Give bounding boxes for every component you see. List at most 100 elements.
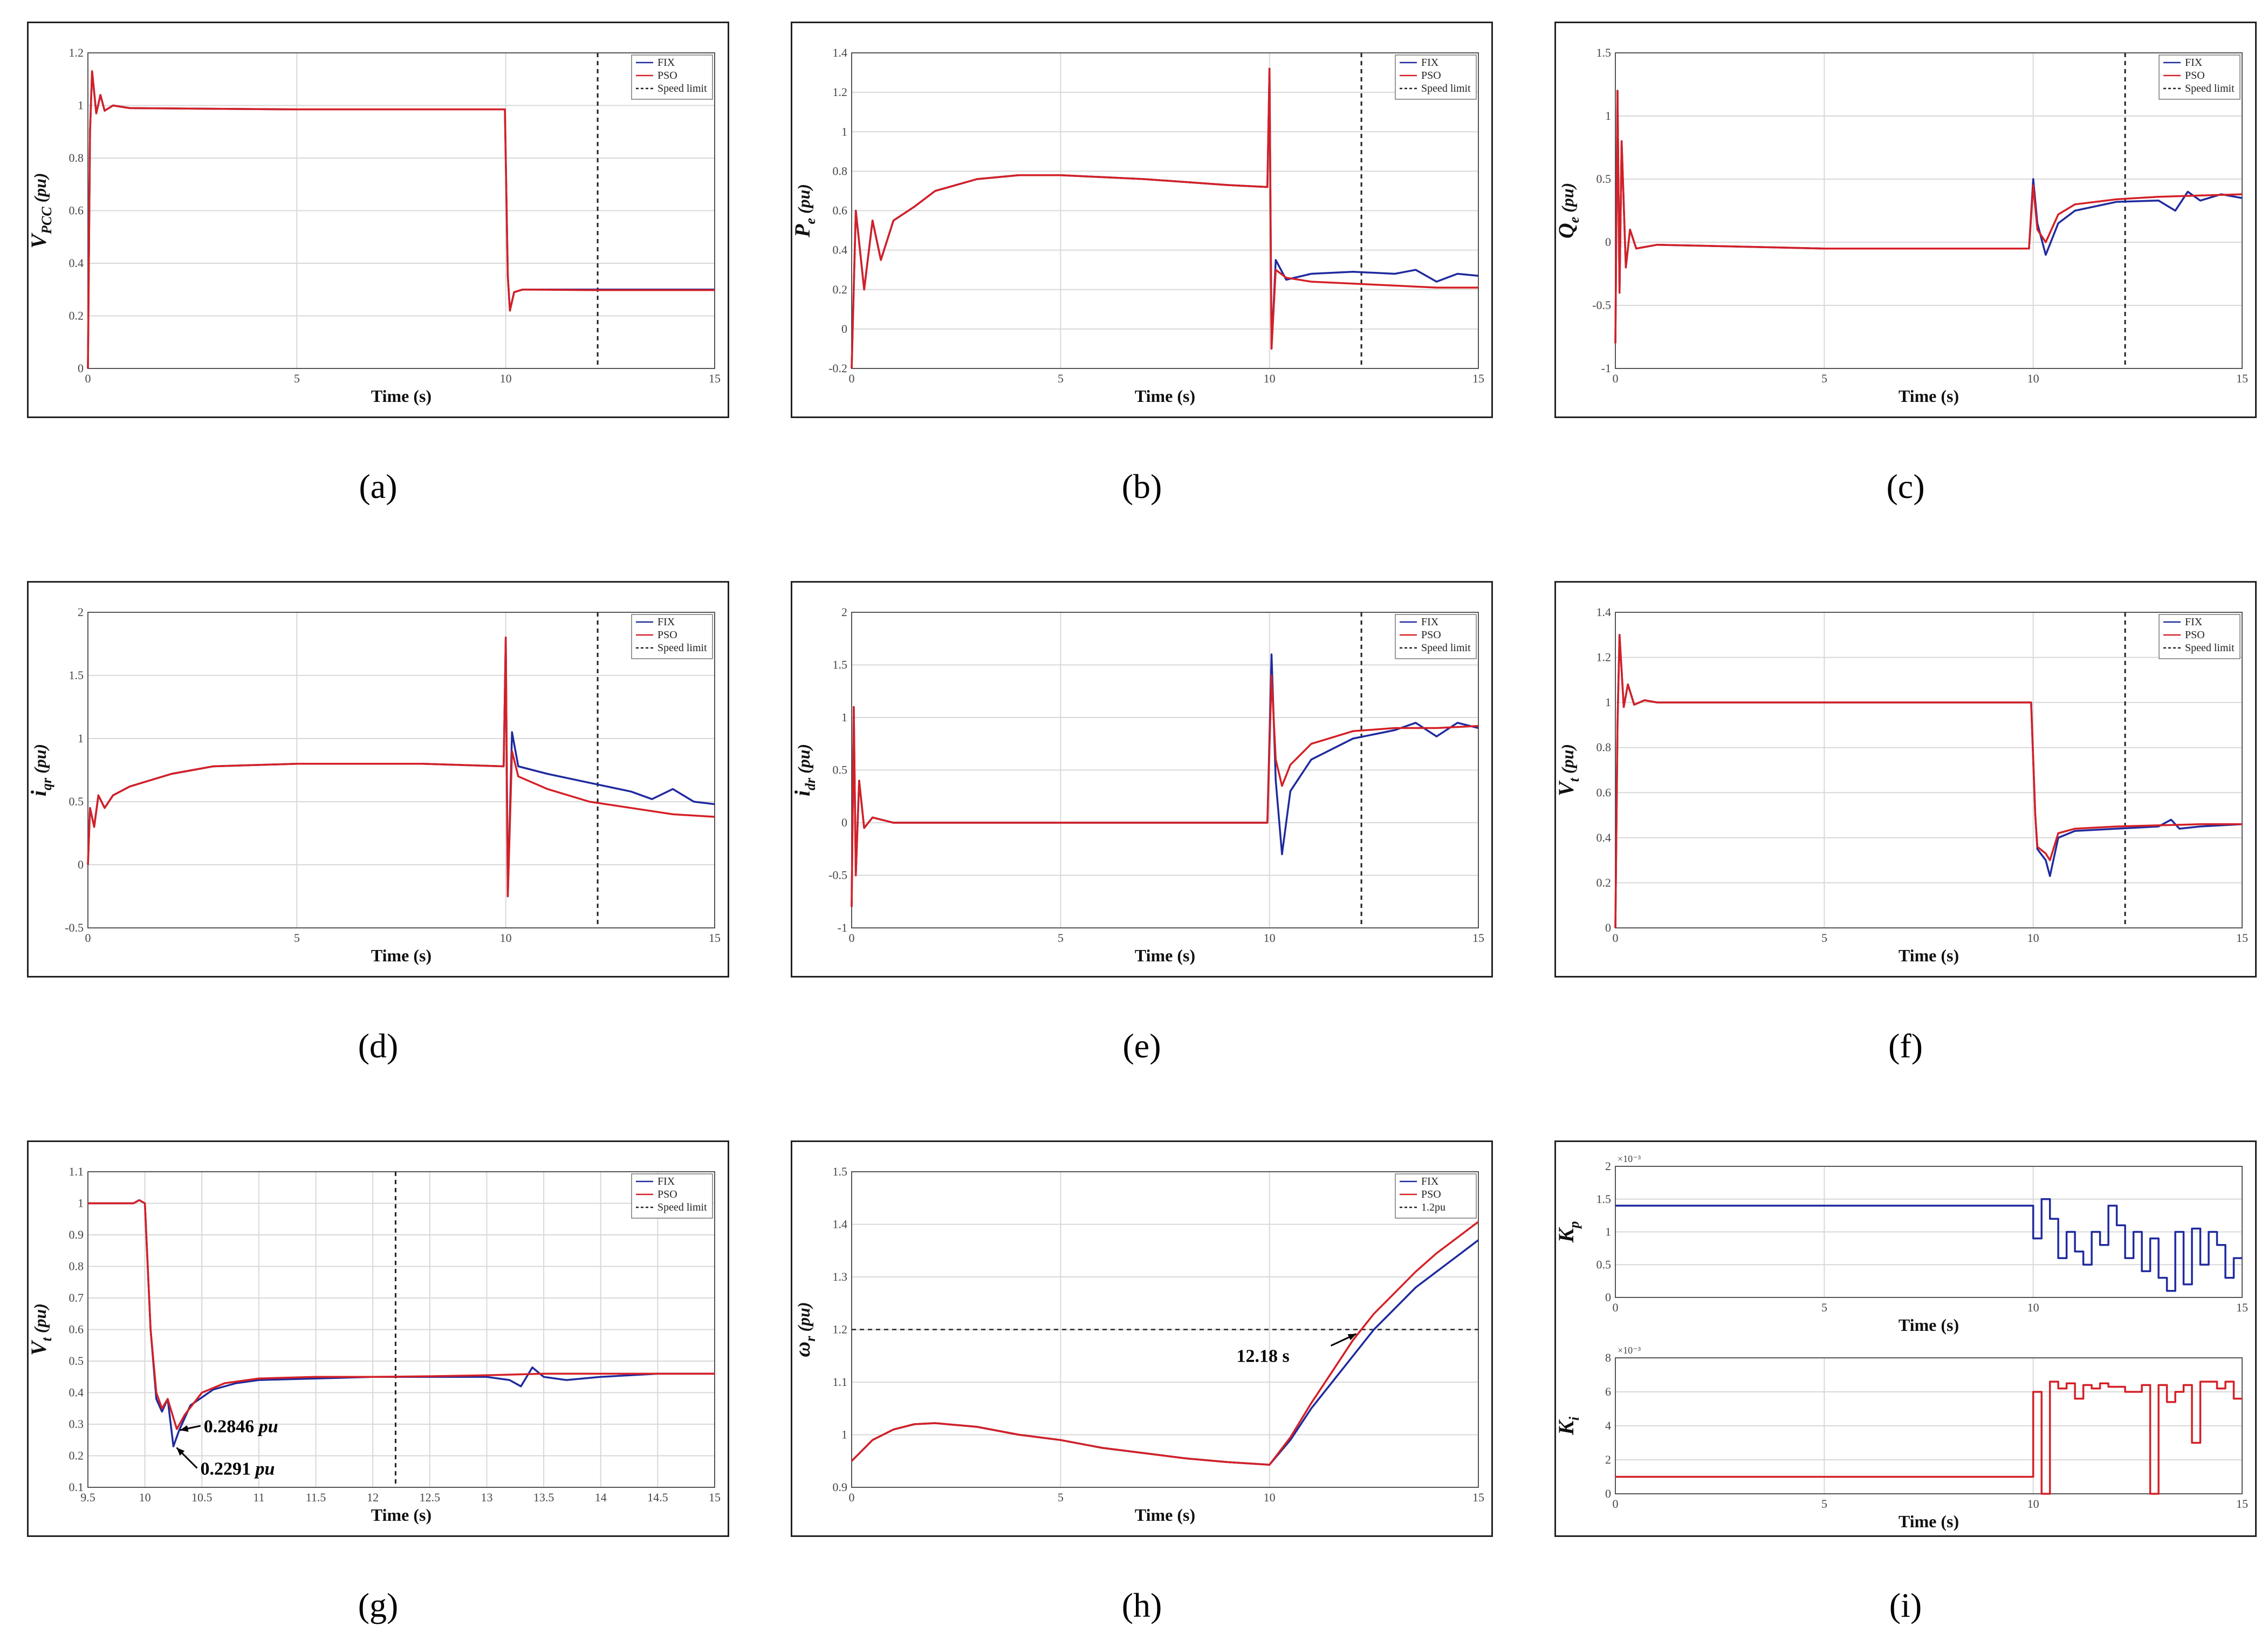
y-axis-label-subscript: PCC <box>39 207 54 235</box>
legend-label: PSO <box>2185 629 2205 641</box>
caption-b: (b) <box>1121 467 1162 505</box>
caption-g: (g) <box>358 1586 399 1624</box>
series-line-pso <box>1614 634 2242 928</box>
y-tick-label: -0.5 <box>65 921 84 934</box>
y-axis-label-subscript: qr <box>39 777 54 790</box>
x-tick-label: 0 <box>1613 931 1619 945</box>
legend-label: PSO <box>657 1188 677 1200</box>
y-axis-label-main: i <box>29 790 51 796</box>
plot-area <box>851 52 1479 369</box>
legend-label: Speed limit <box>657 83 707 94</box>
caption-e: (e) <box>1122 1027 1161 1065</box>
y-axis-label-main: P <box>792 224 814 238</box>
x-tick-label: 5 <box>294 372 300 385</box>
y-axis-label-main: V <box>29 1340 51 1356</box>
y-tick-label: 2 <box>1605 1159 1611 1173</box>
y-tick-label: -0.5 <box>828 869 847 882</box>
series-line-pso <box>1614 90 2243 344</box>
annotation-arrowhead <box>1347 1334 1356 1341</box>
y-tick-label: 1.4 <box>833 46 848 59</box>
series-line-fix <box>87 70 715 369</box>
plot-area <box>1615 1166 2243 1298</box>
y-tick-label: 0.2 <box>69 1449 84 1463</box>
caption-h: (h) <box>1121 1586 1162 1624</box>
x-tick-label: 0 <box>1613 372 1619 385</box>
y-tick-label: -1 <box>838 921 847 934</box>
x-axis-label: Time (s) <box>371 946 431 965</box>
x-tick-label: 14 <box>595 1491 607 1504</box>
y-tick-label: 1 <box>841 1428 847 1441</box>
x-tick-label: 15 <box>2236 931 2248 945</box>
y-tick-label: 0 <box>78 361 84 375</box>
y-tick-label: 0.5 <box>69 795 84 808</box>
y-tick-label: 0 <box>1605 921 1611 934</box>
x-tick-label: 0 <box>849 931 855 945</box>
x-tick-label: 15 <box>1472 372 1484 385</box>
plot-area <box>87 612 715 928</box>
panel-e: 0 5 10 15 -1 -0.5 0 0.5 1 1.5 2 Time (s) idr (pu) FIX… <box>791 581 1493 978</box>
y-tick-label: 0 <box>1605 1290 1611 1304</box>
plot-area <box>87 52 715 369</box>
y-tick-label: 1.1 <box>69 1165 84 1178</box>
legend-label: FIX <box>2185 57 2203 69</box>
x-tick-label: 15 <box>2236 1497 2248 1511</box>
x-axis-label: Time (s) <box>1135 386 1195 406</box>
series-line-pso <box>1615 1381 2242 1495</box>
x-tick-label: 12 <box>367 1491 379 1504</box>
y-tick-label: 1.5 <box>1596 1192 1612 1206</box>
y-axis-label-unit: (pu) <box>794 184 813 218</box>
x-axis-label: Time (s) <box>1135 946 1195 965</box>
caption-i: (i) <box>1889 1586 1922 1624</box>
y-tick-label: 0.7 <box>69 1291 84 1304</box>
x-tick-label: 15 <box>1472 931 1484 945</box>
x-tick-label: 5 <box>1821 1497 1827 1511</box>
y-tick-label: 1 <box>78 732 84 745</box>
y-axis-label: Vt (pu) <box>1556 744 1582 796</box>
caption-c: (c) <box>1886 467 1925 505</box>
y-tick-label: 0.2 <box>833 283 848 296</box>
series-line-pso <box>851 674 1479 907</box>
panel-c: 0 5 10 15 -1 -0.5 0 0.5 1 1.5 Time (s) Qe (pu) FIX PS… <box>1554 22 2257 418</box>
y-tick-label: 0.9 <box>833 1480 848 1494</box>
x-tick-label: 5 <box>1058 931 1064 945</box>
chart-vt: 0 5 10 15 0 0.2 0.4 0.6 0.8 1 1.2 1.4 Time (s) Vt (pu… <box>1556 605 2248 965</box>
annotation-arrowhead <box>180 1425 189 1432</box>
y-tick-label: 0.1 <box>69 1480 84 1494</box>
x-tick-label: 0 <box>1613 1301 1619 1314</box>
y-tick-label: 0.8 <box>1596 741 1612 754</box>
legend-box <box>2159 614 2240 659</box>
chart-idr: 0 5 10 15 -1 -0.5 0 0.5 1 1.5 2 Time (s) idr (pu) FIX… <box>792 605 1484 965</box>
plot-area <box>1615 612 2243 928</box>
plot-area <box>851 612 1479 928</box>
x-tick-label: 10 <box>1264 1491 1276 1504</box>
legend-label: PSO <box>1421 629 1441 641</box>
x-tick-label: 10 <box>1264 372 1276 385</box>
chart-qe: 0 5 10 15 -1 -0.5 0 0.5 1 1.5 Time (s) Qe (pu) FIXPS… <box>1556 46 2248 406</box>
y-axis-label-unit: (pu) <box>30 744 50 778</box>
x-tick-label: 15 <box>2236 372 2248 385</box>
y-tick-label: 0.4 <box>69 1386 84 1399</box>
y-tick-label: 1.3 <box>833 1270 848 1283</box>
y-axis-label: Vt (pu) <box>29 1303 54 1356</box>
y-tick-label: 1 <box>1605 1225 1611 1239</box>
y-tick-label: 0 <box>841 816 847 829</box>
y-tick-label: 0.6 <box>833 204 848 217</box>
x-tick-label: 14.5 <box>647 1491 668 1504</box>
legend-label: FIX <box>657 616 675 628</box>
series-line-pso <box>87 637 715 898</box>
y-axis-label-subscript: e <box>1566 217 1582 223</box>
x-tick-label: 10 <box>500 372 512 385</box>
y-axis-label: idr (pu) <box>792 744 818 796</box>
y-axis-label-main: K <box>1556 1227 1578 1243</box>
caption-d: (d) <box>358 1027 399 1065</box>
annotation-label: 0.2846 pu <box>204 1417 278 1437</box>
x-tick-label: 10.5 <box>191 1491 213 1504</box>
y-tick-label: 0.5 <box>69 1354 84 1368</box>
y-axis-label-subscript: r <box>803 1336 818 1342</box>
